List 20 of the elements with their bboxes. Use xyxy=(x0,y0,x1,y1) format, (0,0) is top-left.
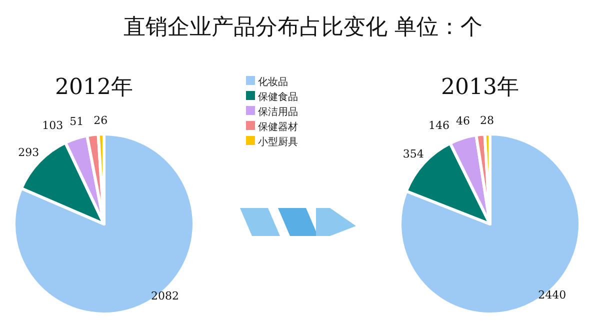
data-label: 103 xyxy=(42,119,64,132)
data-label: 51 xyxy=(70,114,84,128)
data-label: 28 xyxy=(480,114,494,128)
chart-title: 2013年 xyxy=(441,75,519,100)
data-label: 354 xyxy=(402,148,424,161)
legend-label: 保健食品 xyxy=(258,91,298,103)
data-label: 2440 xyxy=(538,288,566,302)
data-label: 46 xyxy=(456,114,470,128)
legend-label: 化妆品 xyxy=(258,76,288,88)
legend-label: 保洁用品 xyxy=(258,106,298,118)
data-label: 26 xyxy=(94,114,108,128)
data-label: 146 xyxy=(428,118,450,132)
legend-label: 保健器材 xyxy=(258,121,298,133)
pie-slice xyxy=(12,132,196,316)
data-label: 293 xyxy=(18,146,40,159)
data-label: 2082 xyxy=(150,289,179,302)
pie-slice xyxy=(398,132,582,316)
chart-title: 2012年 xyxy=(55,75,133,100)
legend-label: 小型厨具 xyxy=(258,136,298,148)
text: 直销企业产品分布占比变化 单位：个 xyxy=(124,15,482,40)
